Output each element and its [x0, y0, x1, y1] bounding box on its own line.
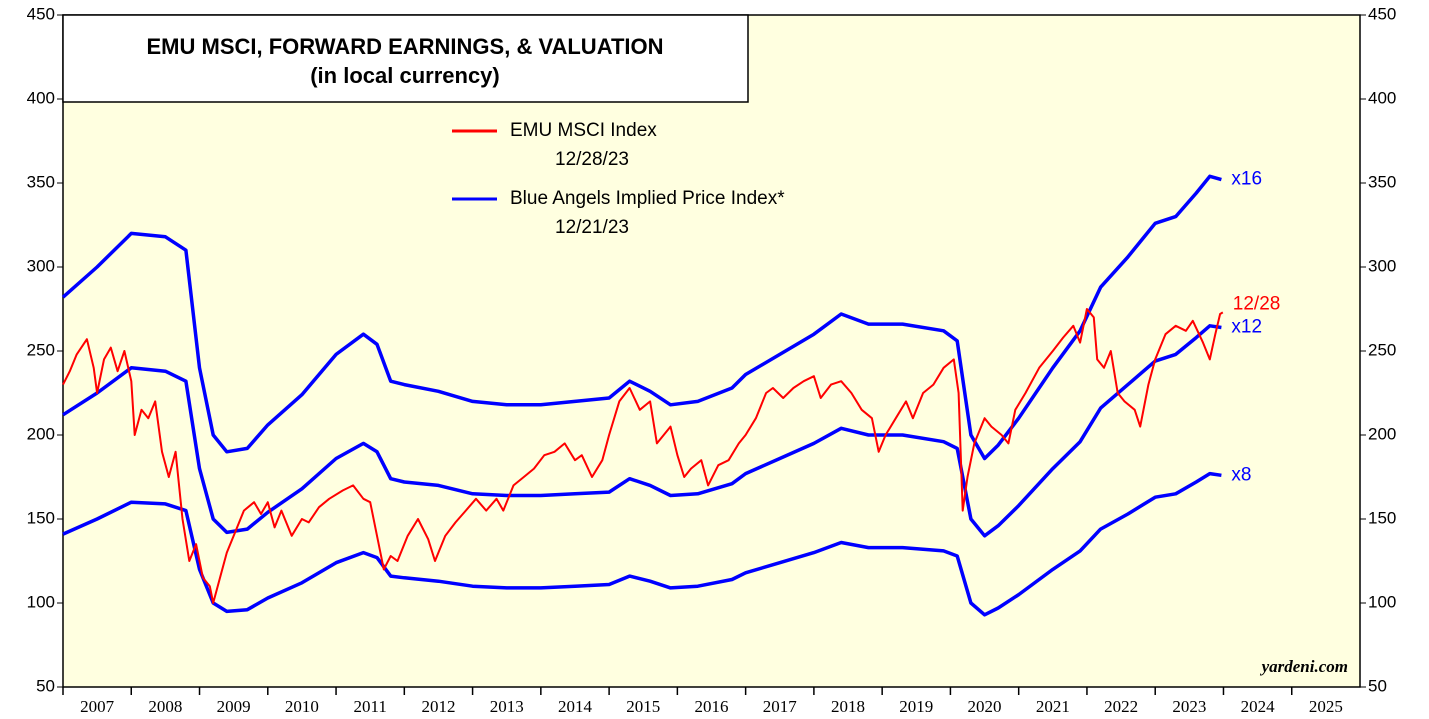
y2-tick-label: 50: [1368, 676, 1387, 695]
x-tick-label: 2015: [626, 697, 660, 716]
y-tick-label: 350: [27, 172, 55, 191]
y-tick-label: 250: [27, 340, 55, 359]
series-line: [62, 308, 1224, 604]
title-box: [62, 14, 749, 103]
y2-tick-label: 450: [1368, 4, 1396, 23]
y-tick-label: 450: [27, 4, 55, 23]
legend-label: EMU MSCI Index: [510, 120, 657, 141]
y2-tick-label: 250: [1368, 340, 1396, 359]
y2-tick-label: 200: [1368, 424, 1396, 443]
y-tick-label: 50: [36, 676, 55, 695]
legend-date: 12/28/23: [555, 149, 629, 170]
x-tick-label: 2024: [1241, 697, 1276, 716]
y2-tick-label: 350: [1368, 172, 1396, 191]
y2-tick-label: 150: [1368, 508, 1396, 527]
chart-subtitle: (in local currency): [310, 63, 500, 88]
x-tick-label: 2009: [217, 697, 251, 716]
series-line: [62, 471, 1222, 617]
x-tick-label: 2008: [148, 697, 182, 716]
chart-title: EMU MSCI, FORWARD EARNINGS, & VALUATION: [147, 34, 664, 59]
x-tick-label: 2022: [1104, 697, 1138, 716]
series-line: [62, 324, 1222, 538]
x-tick-label: 2010: [285, 697, 319, 716]
y-tick-label: 400: [27, 88, 55, 107]
y-tick-label: 200: [27, 424, 55, 443]
x-tick-label: 2011: [353, 697, 386, 716]
y2-tick-label: 100: [1368, 592, 1396, 611]
y2-tick-label: 400: [1368, 88, 1396, 107]
x-tick-label: 2007: [80, 697, 115, 716]
x-tick-label: 2013: [490, 697, 524, 716]
x-tick-label: 2021: [1036, 697, 1070, 716]
series-label: x8: [1231, 464, 1251, 485]
plot-area: [62, 14, 1361, 688]
x-tick-label: 2014: [558, 697, 593, 716]
x-tick-label: 2020: [968, 697, 1002, 716]
series-label: x16: [1231, 169, 1262, 190]
y-tick-label: 150: [27, 508, 55, 527]
y2-tick-label: 300: [1368, 256, 1396, 275]
x-tick-label: 2016: [695, 697, 729, 716]
series-line: [61, 174, 1222, 461]
x-tick-label: 2017: [763, 697, 798, 716]
legend-label: Blue Angels Implied Price Index*: [510, 188, 785, 209]
x-tick-label: 2012: [421, 697, 455, 716]
legend-date: 12/21/23: [555, 217, 629, 238]
series-label: x12: [1231, 316, 1262, 337]
series-label: 12/28: [1233, 293, 1281, 314]
source: yardeni.com: [1260, 657, 1348, 676]
x-tick-label: 2019: [899, 697, 933, 716]
y-tick-label: 300: [27, 256, 55, 275]
x-tick-label: 2025: [1309, 697, 1343, 716]
x-tick-label: 2018: [831, 697, 865, 716]
x-tick-label: 2023: [1172, 697, 1206, 716]
y-tick-label: 100: [27, 592, 55, 611]
